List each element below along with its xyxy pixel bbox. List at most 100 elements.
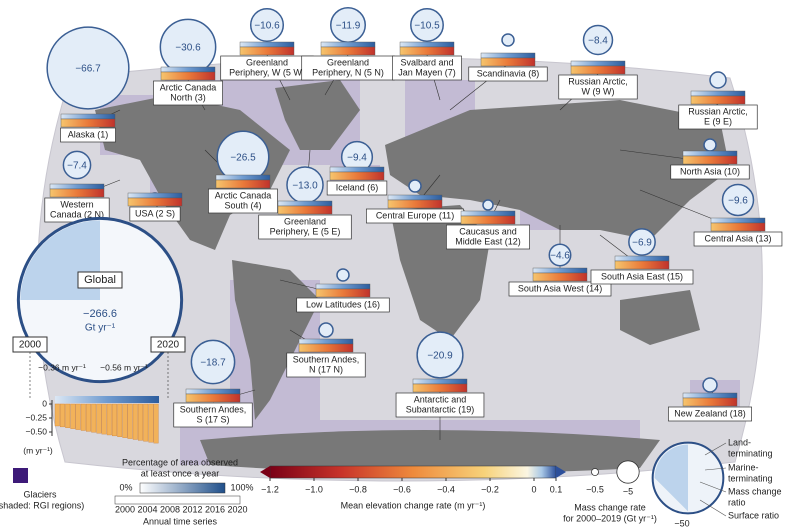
- ratio-legend: Mass change: [728, 486, 782, 496]
- ts-bar: [101, 403, 107, 435]
- heat-strip: [320, 46, 376, 56]
- heat-strip: [49, 183, 105, 190]
- observed-scale: [139, 482, 226, 494]
- region-label: Alaska (1): [68, 129, 109, 139]
- ratio-legend: Land-: [728, 437, 751, 447]
- region-circle: [628, 228, 656, 256]
- region-label: Antarctic and: [414, 394, 467, 404]
- ts-bar: [60, 403, 65, 428]
- observed-title: at least once a year: [141, 468, 220, 478]
- region-label-box: [286, 352, 366, 378]
- heat-strip: [480, 52, 536, 59]
- region-label-box: [208, 188, 278, 214]
- region-label-box: [468, 66, 548, 82]
- start-rate: −0.36 m yr⁻¹: [38, 362, 86, 372]
- region-label: Periphery, W (5 W): [229, 67, 305, 77]
- heat-strip: [570, 60, 626, 67]
- region-rate: −8.4: [588, 36, 608, 47]
- heat-strip: [185, 388, 241, 395]
- region-rate: −9.4: [347, 153, 367, 164]
- region-circle: [249, 7, 285, 43]
- region-rate: −13.0: [292, 181, 318, 192]
- region-rate: −30.6: [175, 43, 201, 54]
- size-label: −50: [674, 518, 689, 528]
- year-tick: 2008: [160, 504, 180, 514]
- heat-strip: [460, 215, 516, 225]
- heat-strip: [690, 90, 746, 97]
- size-title: Mass change rate: [574, 502, 646, 512]
- heat-strip: [399, 41, 455, 48]
- region-label: South (4): [224, 200, 261, 210]
- heat-strip: [277, 200, 333, 207]
- region-circle: [410, 8, 444, 42]
- observed-title: Percentage of area observed: [122, 457, 238, 467]
- region-label: Canada (2 N): [50, 209, 104, 219]
- region-label: Russian Arctic,: [568, 76, 628, 86]
- ts-bar: [112, 403, 117, 437]
- region-label: Southern Andes,: [180, 404, 247, 414]
- size-circle: [616, 460, 640, 484]
- region-circle: [408, 179, 422, 193]
- region-label: South Asia East (15): [601, 271, 683, 281]
- ratio-pointer: [704, 467, 727, 471]
- colorbar-arrow: [260, 466, 270, 478]
- heat-strip: [690, 95, 746, 105]
- size-title: for 2000–2019 (Gt yr⁻¹): [563, 513, 657, 523]
- ts-bar: [122, 403, 128, 438]
- end-rate: −0.56 m yr⁻¹: [100, 362, 148, 372]
- region-circle: [318, 322, 334, 338]
- observed-min: 0%: [119, 482, 132, 492]
- ratio-legend: terminating: [728, 473, 773, 483]
- ts-bar: [75, 403, 81, 430]
- heat-strip: [682, 155, 738, 165]
- region-circle: [702, 377, 718, 393]
- region-label: Middle East (12): [455, 236, 521, 246]
- region-label: Svalbard and: [400, 57, 453, 67]
- size-label: −0.5: [586, 484, 604, 494]
- region-label: North (3): [170, 92, 206, 102]
- legend: Glaciers(shaded: RGI regions) Percentage …: [0, 437, 782, 528]
- ratio-legend: ratio: [728, 497, 746, 507]
- ts-tick-label: −0.50: [25, 426, 47, 436]
- region-circle: [709, 71, 727, 89]
- region-circle: [416, 331, 464, 379]
- region-label: Russian Arctic,: [688, 106, 748, 116]
- region-rate: −10.6: [254, 21, 280, 32]
- heat-strip: [160, 71, 216, 81]
- region-label-box: [678, 104, 758, 130]
- ts-tick-label: 0: [42, 398, 47, 408]
- ts-tick-label: −0.25: [25, 412, 47, 422]
- heat-strip: [682, 397, 738, 407]
- heat-strip: [480, 57, 536, 67]
- heat-strip: [185, 393, 241, 403]
- region-label-box: [590, 269, 694, 285]
- colorbar-tick-label: −0.4: [437, 484, 455, 494]
- ts-bar: [54, 403, 60, 427]
- ratio-legend: terminating: [728, 448, 773, 458]
- heat-strip: [49, 188, 105, 198]
- region-label-box: [668, 406, 752, 422]
- region-label: South Asia West (14): [518, 283, 602, 293]
- heat-strip: [160, 66, 216, 73]
- region-circle: [703, 138, 717, 152]
- region-label-box: [392, 55, 462, 81]
- heat-strip: [570, 65, 626, 75]
- colorbar-tick-label: −0.2: [481, 484, 499, 494]
- region-circle: [548, 243, 572, 267]
- colorbar-tick-label: −1.0: [305, 484, 323, 494]
- heat-strip: [710, 222, 766, 232]
- glacier-legend: Glaciers: [23, 489, 57, 499]
- heat-strip: [460, 210, 516, 217]
- region-rate: −66.7: [75, 64, 101, 75]
- heat-strip: [298, 343, 354, 353]
- year-tick: 2020: [227, 504, 247, 514]
- ts-bar: [148, 403, 154, 443]
- size-wedge: [654, 444, 688, 512]
- global-panel: Global −266.6 Gt yr⁻¹ 2000 2020 −0.36 m yr⁻¹ −…: [12, 216, 186, 455]
- ts-bar: [86, 403, 91, 432]
- region-label: Jan Mayen (7): [398, 67, 456, 77]
- region-circle: [582, 24, 614, 56]
- heat-strip: [298, 338, 354, 345]
- global-label-box: [77, 271, 123, 289]
